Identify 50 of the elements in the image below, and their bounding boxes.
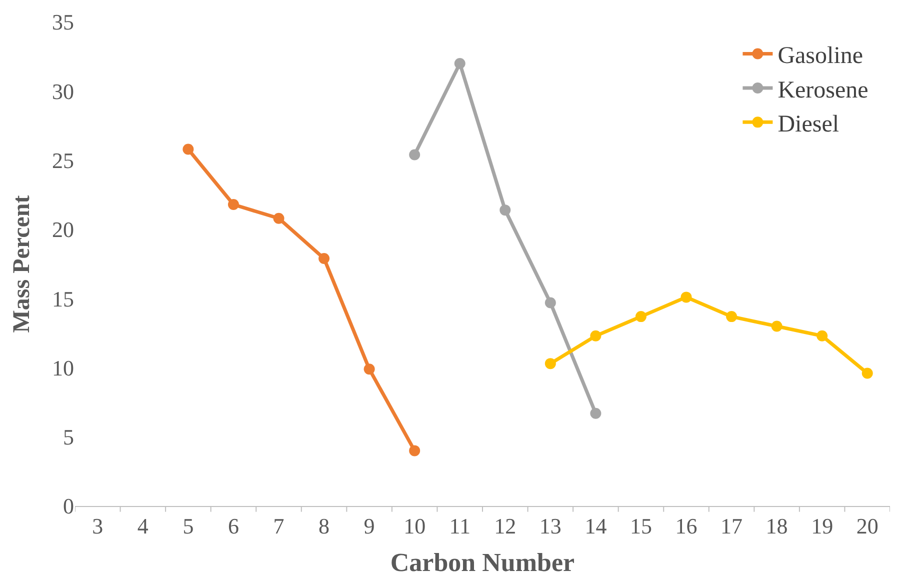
point — [816, 330, 828, 342]
y-tick-label: 20 — [52, 217, 74, 242]
point — [182, 144, 194, 155]
x-tick-label: 10 — [404, 513, 426, 538]
point — [273, 212, 284, 224]
x-tick-label: 14 — [584, 513, 607, 538]
point — [726, 311, 738, 322]
y-axis-title: Mass Percent — [9, 195, 36, 333]
x-tick-label: 19 — [811, 513, 834, 538]
x-tick-label: 18 — [766, 513, 788, 538]
x-tick-label: 11 — [449, 513, 470, 538]
x-tick-label: 12 — [494, 513, 516, 538]
point — [409, 445, 420, 456]
x-tick-label: 3 — [92, 513, 104, 538]
point — [364, 364, 375, 375]
point — [454, 58, 466, 69]
y-tick-label: 10 — [52, 355, 74, 380]
point — [590, 330, 602, 342]
y-tick-label: 5 — [63, 424, 74, 450]
x-tick-label: 8 — [318, 513, 330, 538]
point — [635, 311, 646, 322]
x-tick-label: 9 — [364, 513, 375, 538]
x-tick-label: 16 — [675, 513, 698, 538]
point — [590, 408, 602, 419]
legend-label: Gasoline — [778, 43, 864, 70]
x-axis-title: Carbon Number — [390, 548, 575, 578]
point — [862, 368, 873, 379]
point — [318, 252, 330, 264]
legend-label: Diesel — [778, 112, 840, 138]
point — [771, 320, 782, 332]
x-tick-label: 7 — [273, 513, 284, 538]
point — [544, 297, 556, 308]
x-tick-label: 13 — [539, 513, 562, 538]
y-tick-label: 15 — [52, 286, 74, 312]
x-tick-label: 4 — [137, 513, 148, 538]
y-tick-label: 0 — [63, 494, 74, 519]
point — [680, 292, 692, 303]
x-tick-label: 20 — [856, 513, 878, 538]
x-tick-label: 5 — [182, 513, 194, 538]
point — [544, 358, 556, 370]
x-tick-label: 6 — [228, 513, 239, 538]
y-tick-label: 25 — [52, 148, 74, 173]
y-tick-label: 35 — [52, 10, 74, 35]
point — [228, 199, 239, 210]
point — [500, 204, 511, 216]
point — [409, 149, 420, 160]
y-tick-label: 30 — [52, 78, 74, 104]
x-tick-label: 15 — [630, 513, 652, 538]
legend-label: Kerosene — [778, 77, 868, 104]
x-tick-label: 17 — [720, 513, 743, 538]
